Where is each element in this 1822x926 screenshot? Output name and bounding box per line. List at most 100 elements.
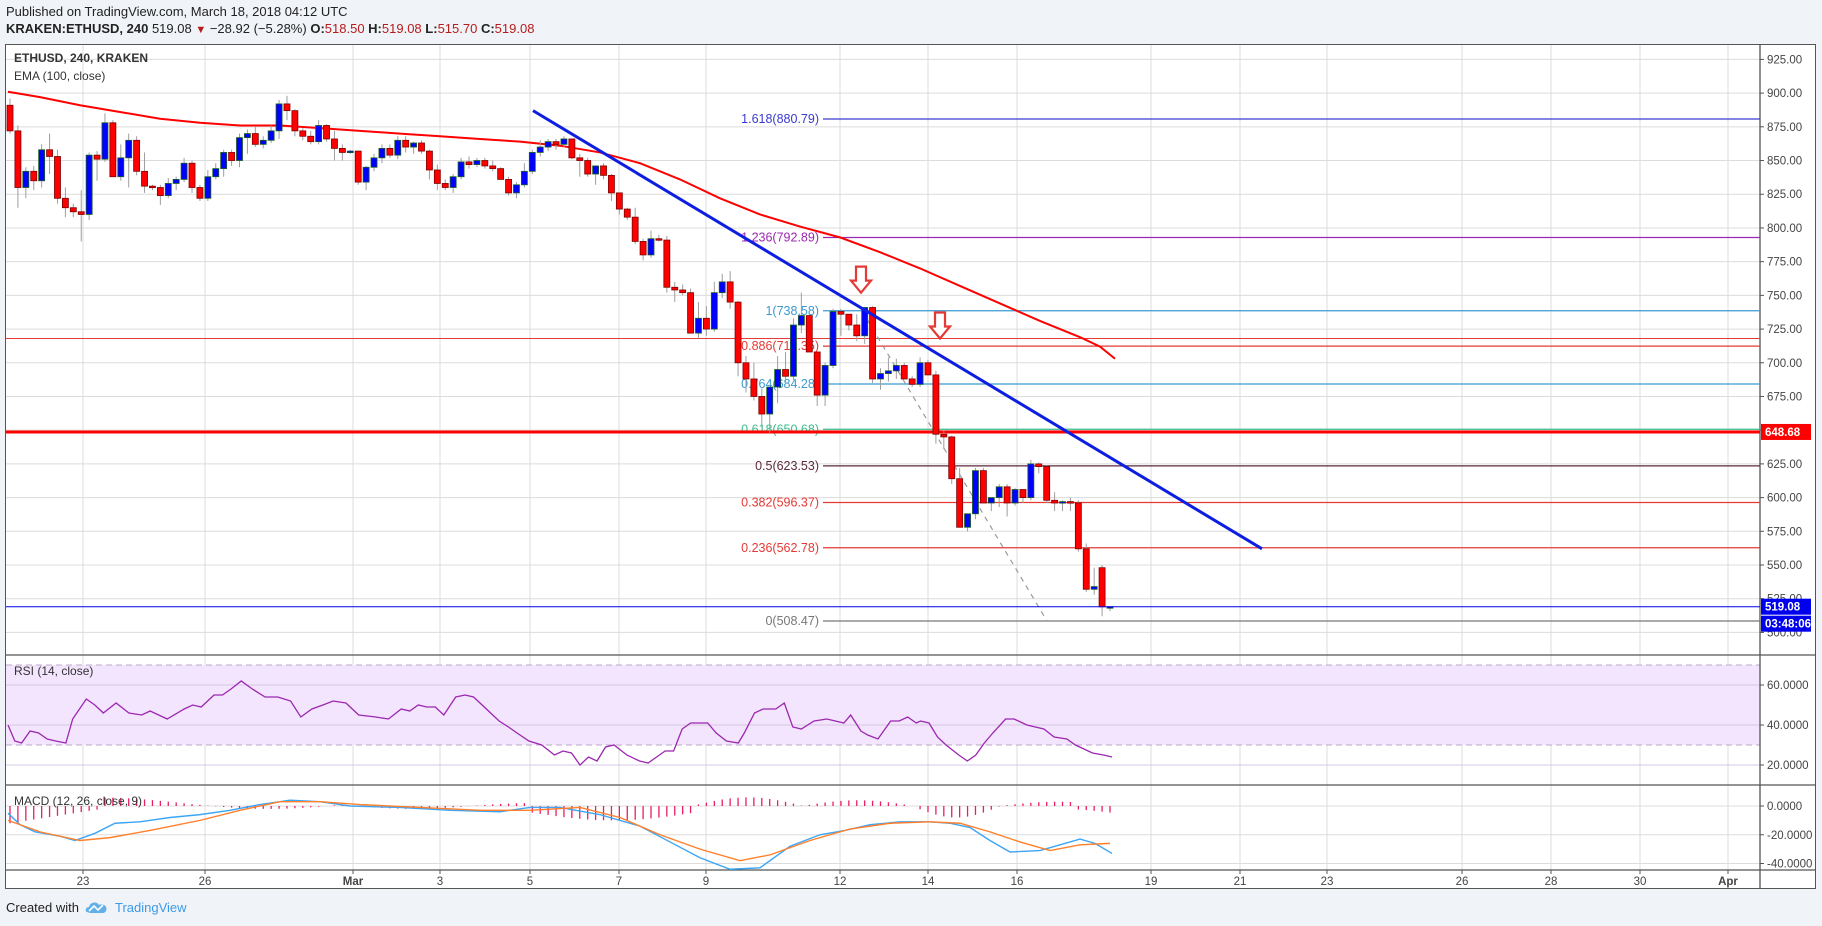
candle-up [513, 184, 520, 194]
rsi-axis-label: 40.0000 [1767, 720, 1809, 732]
time-axis-label: 7 [616, 876, 622, 888]
candle-down [932, 374, 940, 435]
candle-up [38, 149, 46, 182]
time-axis-label: 14 [922, 876, 935, 888]
candle-up [797, 315, 805, 326]
candle-down [726, 281, 734, 303]
candle-down [465, 161, 473, 165]
low-label: L: [425, 21, 438, 36]
candle-down [1035, 463, 1043, 467]
candle-up [457, 161, 465, 178]
candle-down [1082, 548, 1090, 590]
price-axis-label: 675.00 [1767, 391, 1802, 403]
candle-up [267, 130, 275, 141]
candle-up [829, 311, 837, 366]
level-price-badge-bg [1761, 423, 1811, 440]
candle-down [734, 301, 742, 364]
candle-down [1074, 502, 1082, 550]
candle-down [1067, 501, 1074, 504]
time-axis-label: 23 [1321, 876, 1334, 888]
candle-up [410, 142, 417, 148]
candle-down [228, 152, 235, 161]
red-down-arrow-icon [927, 311, 953, 341]
candle-down [805, 315, 813, 353]
down-triangle-icon: ▼ [195, 24, 207, 36]
candle-down [948, 436, 956, 480]
candle-up [473, 160, 481, 165]
candle-down [679, 289, 687, 294]
candle-down [6, 104, 14, 132]
descending-trendline[interactable] [532, 109, 1263, 551]
candle-up [987, 497, 995, 504]
candle-up [1059, 501, 1066, 504]
ema-legend[interactable]: EMA (100, close) [14, 69, 106, 83]
candle-up [85, 154, 93, 215]
candle-down [426, 150, 433, 171]
candle-up [449, 176, 457, 188]
candle-up [592, 165, 600, 175]
time-axis-label: 21 [1234, 876, 1247, 888]
level-price-badge: 648.68 [1765, 427, 1801, 439]
price-axis-label: 700.00 [1767, 358, 1802, 370]
candle-down [956, 478, 964, 528]
candle-up [236, 137, 243, 161]
candle-up [244, 133, 251, 139]
candle-down [46, 149, 53, 157]
candle-down [323, 125, 330, 140]
candle-up [861, 307, 869, 337]
candle-down [869, 307, 876, 380]
candle-down [900, 365, 908, 380]
open-value: 518.50 [324, 21, 365, 36]
macd-signal-line [7, 800, 1111, 862]
candle-up [790, 324, 797, 377]
candle-down [497, 168, 505, 180]
candle-down [639, 241, 647, 256]
candle-up [647, 238, 655, 256]
fib-level-label: 1.236(792.89) [741, 231, 819, 245]
candle-down [608, 174, 615, 194]
candle-down [584, 160, 592, 175]
time-axis-label: 19 [1145, 876, 1158, 888]
candle-up [1090, 586, 1098, 590]
candle-down [631, 216, 639, 242]
candle-down [109, 122, 117, 178]
fib-level-label: 0.382(596.37) [741, 495, 819, 509]
fib-level-label: 0.236(562.78) [741, 541, 819, 555]
candle-up [520, 170, 528, 186]
candle-up [995, 486, 1003, 498]
candle-down [331, 138, 338, 149]
candle-down [1019, 489, 1027, 498]
candle-up [101, 122, 109, 160]
rsi-axis-label: 60.0000 [1767, 680, 1809, 692]
candle-down [188, 162, 196, 188]
candle-down [149, 185, 156, 189]
candle-down [655, 238, 663, 241]
candle-down [837, 311, 845, 315]
candle-down [14, 130, 22, 188]
fib-level-label: 1.618(880.79) [741, 112, 819, 126]
candle-up [315, 125, 323, 143]
candle-up [1011, 489, 1019, 504]
rsi-legend[interactable]: RSI (14, close) [14, 664, 94, 678]
candle-down [141, 170, 148, 187]
tradingview-link[interactable]: TradingView [114, 899, 187, 915]
main-legend: ETHUSD, 240, KRAKEN [14, 51, 149, 65]
candle-down [61, 197, 69, 209]
tradingview-logo-icon [85, 902, 107, 913]
time-axis-label: 26 [1456, 876, 1469, 888]
high-label: H: [368, 21, 382, 36]
candle-up [877, 373, 884, 380]
fib-level-label: 0.618(650.68) [741, 422, 819, 436]
candle-up [710, 292, 718, 330]
price-axis-label: 825.00 [1767, 189, 1802, 201]
candle-down [687, 292, 694, 334]
candle-down [600, 165, 607, 176]
time-axis-label: 9 [703, 876, 709, 888]
candle-down [568, 138, 576, 159]
macd-legend[interactable]: MACD (12, 26, close, 9) [14, 794, 143, 808]
fib-level-label: 0.5(623.53) [755, 459, 819, 473]
fib-level-label: 0.886(712.35) [741, 339, 819, 353]
time-axis-label: 12 [834, 876, 847, 888]
candle-up [220, 152, 228, 170]
